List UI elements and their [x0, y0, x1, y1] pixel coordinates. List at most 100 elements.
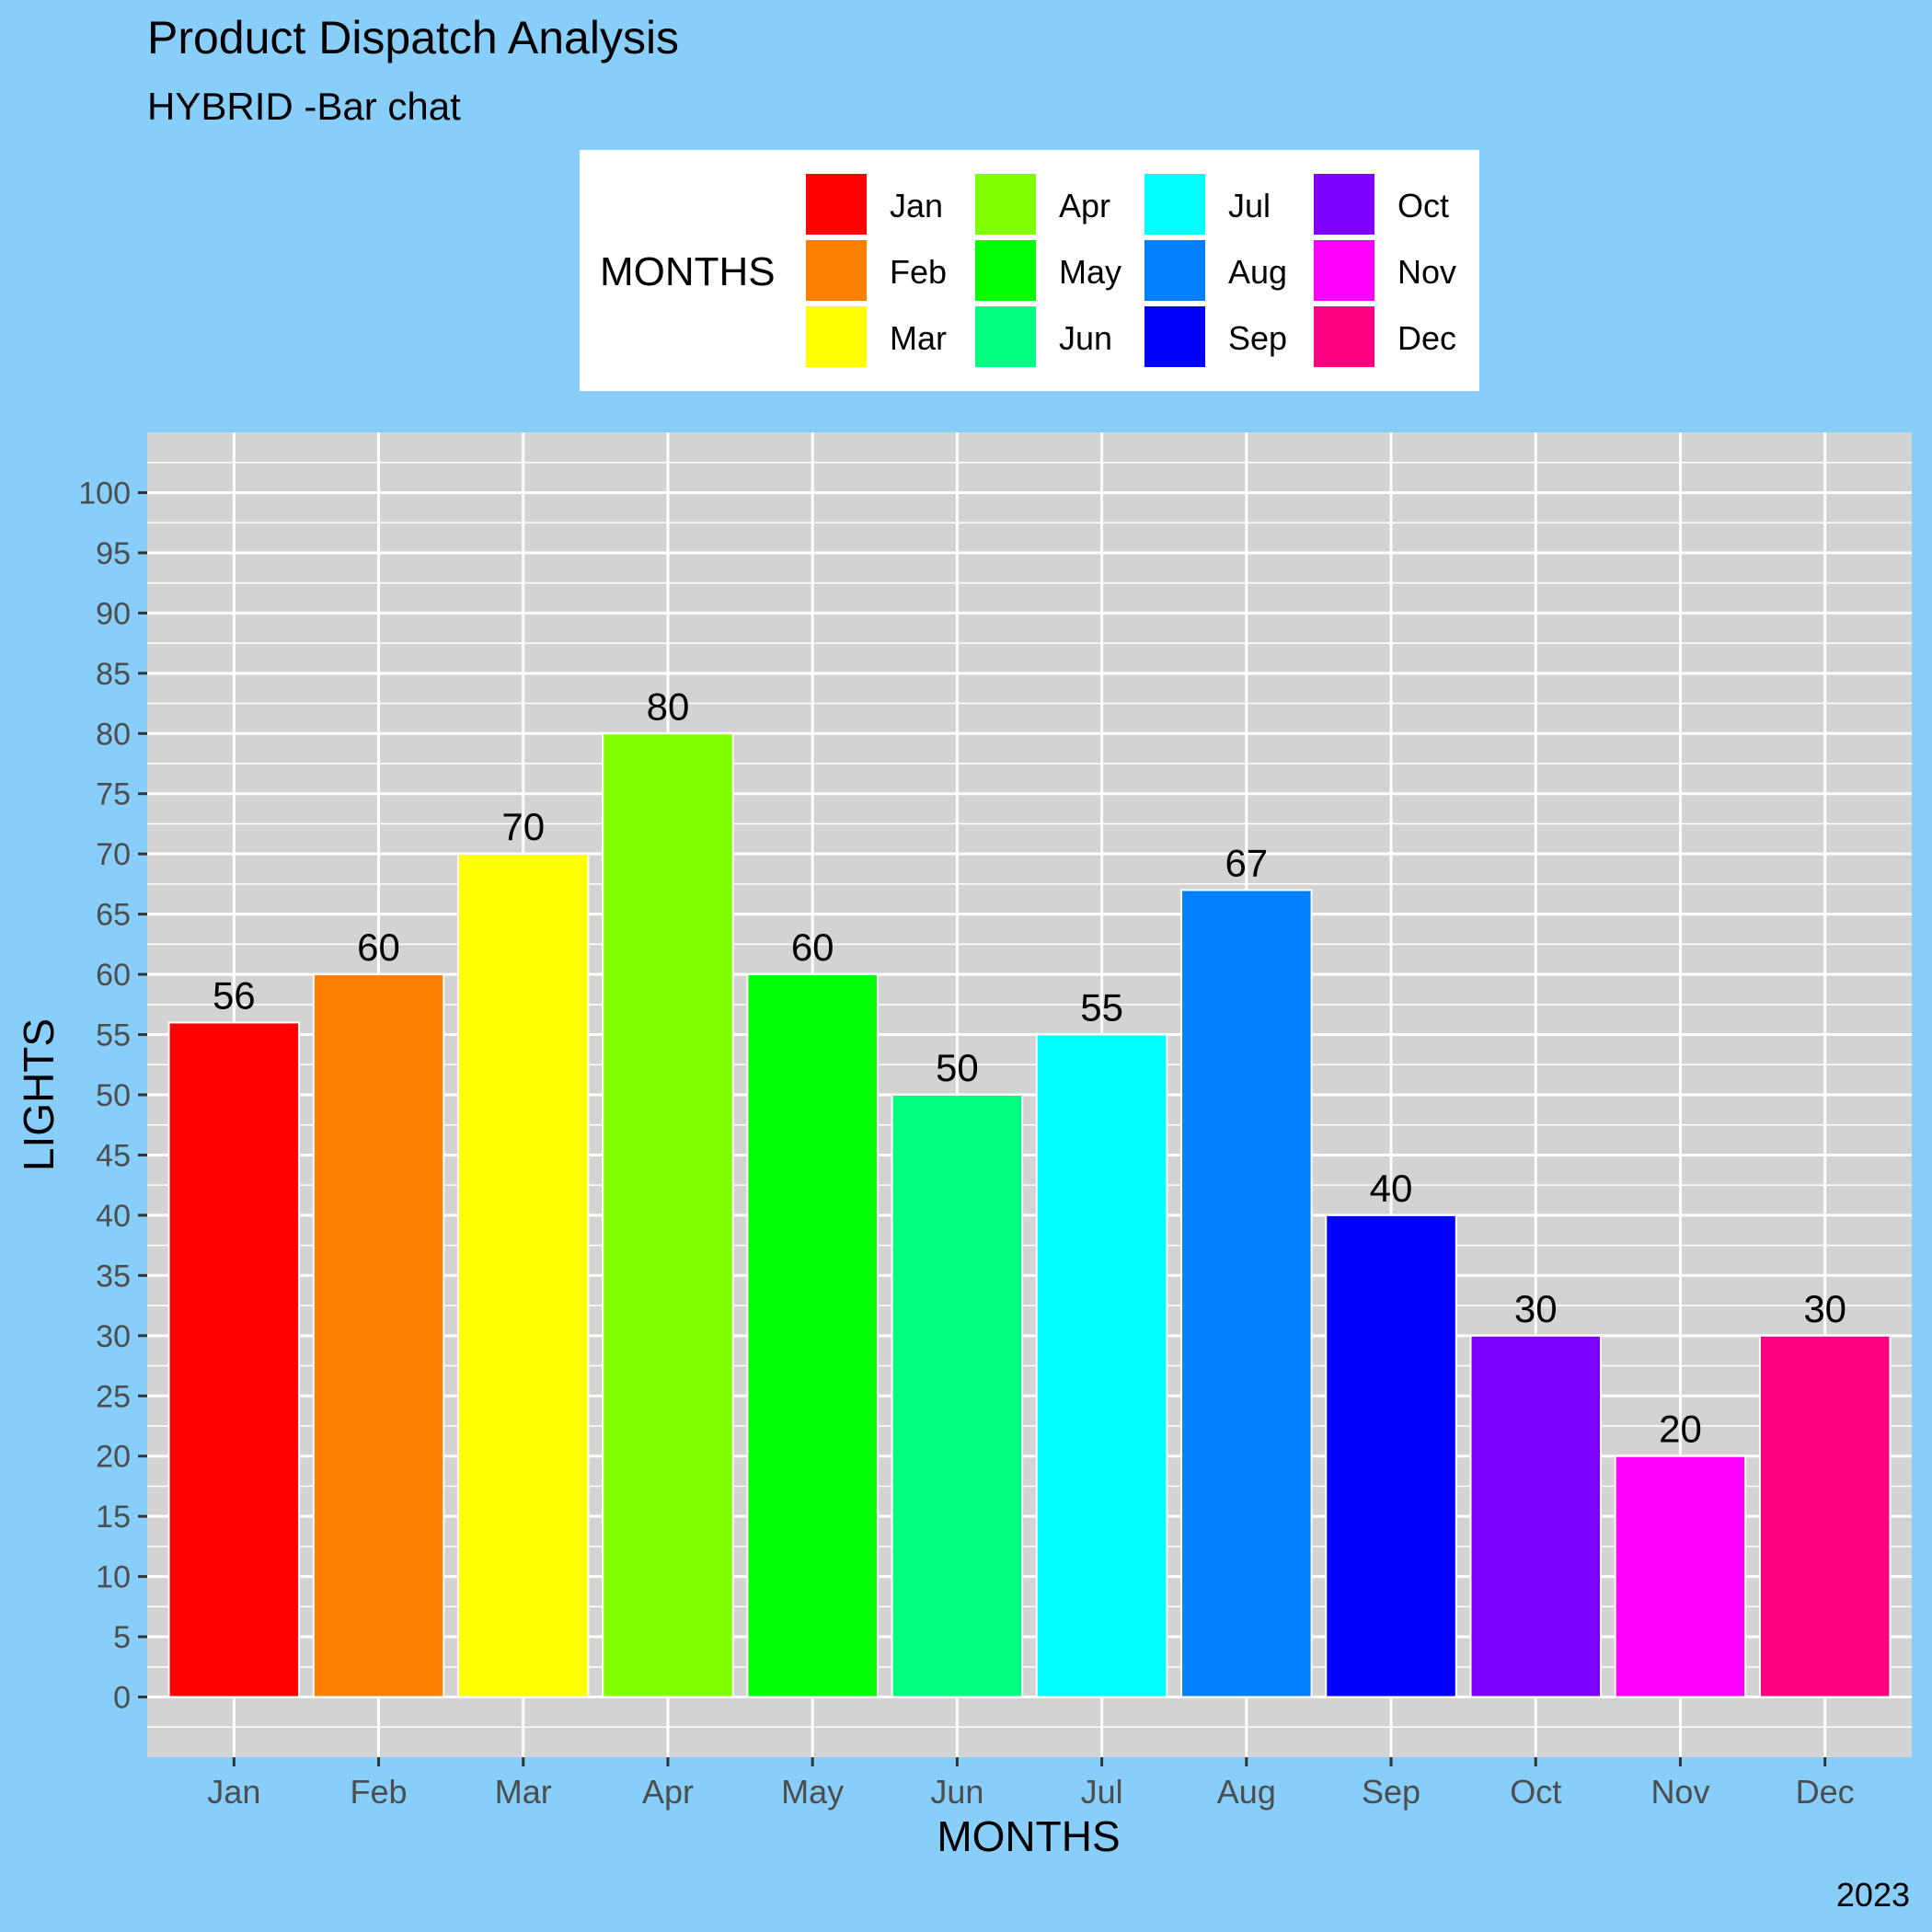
chart-title: Product Dispatch Analysis [147, 12, 679, 63]
legend-entry-apr: Apr [973, 172, 1110, 236]
y-tick-label: 25 [96, 1379, 131, 1414]
legend-swatch [973, 305, 1038, 369]
bar-mar [457, 853, 590, 1698]
legend-label: Jul [1228, 187, 1271, 224]
bars [167, 732, 1892, 1698]
y-tick-label: 15 [96, 1500, 131, 1535]
legend-entry-feb: Feb [804, 238, 947, 303]
bar-jan [167, 1021, 301, 1698]
x-tick-label-oct: Oct [1510, 1773, 1561, 1811]
bar-aug [1180, 889, 1313, 1698]
legend-entry-mar: Mar [804, 305, 947, 369]
legend-swatch [1143, 238, 1207, 303]
y-tick-label: 95 [96, 536, 131, 571]
y-axis-label: LIGHTS [15, 1018, 63, 1171]
y-tick-label: 50 [96, 1078, 131, 1113]
data-labels: 56 60 70 80 60 50 55 67 40 30 20 30 [213, 684, 1846, 1450]
data-label-sep: 40 [1370, 1167, 1413, 1210]
y-tick-label: 20 [96, 1440, 131, 1475]
legend-title: MONTHS [600, 249, 776, 294]
legend-entry-may: May [973, 238, 1121, 303]
data-label-nov: 20 [1659, 1408, 1702, 1451]
legend-swatch [1312, 305, 1376, 369]
legend-entry-oct: Oct [1312, 172, 1449, 236]
x-tick-label-nov: Nov [1650, 1773, 1709, 1811]
legend-swatch [973, 172, 1038, 236]
legend-entry-aug: Aug [1143, 238, 1287, 303]
legend-swatch [804, 305, 868, 369]
y-tick-label: 55 [96, 1018, 131, 1053]
legend-swatch [1143, 172, 1207, 236]
legend-label: Jun [1059, 319, 1112, 357]
bar-apr [602, 732, 734, 1698]
legend-swatch [973, 238, 1038, 303]
y-tick-label: 0 [113, 1681, 131, 1716]
chart-subtitle: HYBRID -Bar chat [147, 85, 461, 128]
legend-label: Dec [1397, 319, 1456, 357]
y-tick-label: 75 [96, 777, 131, 812]
y-tick-label: 80 [96, 717, 131, 752]
bar-jul [1035, 1033, 1168, 1698]
data-label-oct: 30 [1514, 1287, 1558, 1330]
x-tick-label-jul: Jul [1081, 1773, 1123, 1811]
legend-entry-jun: Jun [973, 305, 1112, 369]
y-tick-label: 60 [96, 958, 131, 993]
bar-dec [1758, 1334, 1892, 1698]
y-tick-label: 10 [96, 1560, 131, 1595]
legend-entry-jan: Jan [804, 172, 943, 236]
y-axis: 0 5 10 15 20 25 30 35 40 45 50 55 60 65 70 75 80 85 90 95 10… [78, 476, 147, 1716]
legend-label: Oct [1397, 187, 1449, 224]
legend-label: Nov [1397, 253, 1456, 291]
y-tick-label: 30 [96, 1319, 131, 1354]
legend-swatch [804, 172, 868, 236]
data-label-jan: 56 [213, 973, 256, 1017]
data-label-may: 60 [791, 926, 834, 969]
bar-feb [312, 973, 445, 1698]
y-tick-label: 85 [96, 657, 131, 692]
y-tick-label: 70 [96, 837, 131, 872]
x-tick-label-jan: Jan [207, 1773, 260, 1811]
x-tick-label-sep: Sep [1362, 1773, 1420, 1811]
data-label-jul: 55 [1080, 986, 1123, 1029]
y-tick-label: 35 [96, 1259, 131, 1294]
x-tick-label-jun: Jun [930, 1773, 983, 1811]
x-tick-label-aug: Aug [1217, 1773, 1276, 1811]
bar-jun [891, 1094, 1024, 1698]
legend-label: Jan [890, 187, 943, 224]
legend-swatch [1312, 238, 1376, 303]
legend-entry-nov: Nov [1312, 238, 1456, 303]
data-label-jun: 50 [936, 1046, 979, 1089]
y-tick-label: 100 [78, 476, 131, 511]
legend-entry-sep: Sep [1143, 305, 1287, 369]
x-axis: Jan Feb Mar Apr May Jun Jul Aug Sep Oct Nov Dec [207, 1757, 1855, 1811]
bar-nov [1614, 1455, 1747, 1698]
legend-label: Mar [890, 319, 947, 357]
legend-label: May [1059, 253, 1121, 291]
y-tick-label: 45 [96, 1138, 131, 1173]
legend-entry-dec: Dec [1312, 305, 1456, 369]
legend-swatch [1312, 172, 1376, 236]
x-tick-label-dec: Dec [1796, 1773, 1855, 1811]
y-tick-label: 40 [96, 1199, 131, 1234]
legend-label: Sep [1228, 319, 1287, 357]
legend-entry-jul: Jul [1143, 172, 1271, 236]
x-axis-label: MONTHS [937, 1812, 1120, 1860]
data-label-apr: 80 [647, 684, 690, 728]
data-label-feb: 60 [357, 926, 400, 969]
legend-label: Feb [890, 253, 947, 291]
chart-caption: 2023 [1836, 1876, 1910, 1914]
x-tick-label-may: May [781, 1773, 844, 1811]
x-tick-label-mar: Mar [495, 1773, 552, 1811]
x-tick-label-feb: Feb [351, 1773, 408, 1811]
legend-swatch [804, 238, 868, 303]
data-label-mar: 70 [501, 805, 545, 848]
x-tick-label-apr: Apr [642, 1773, 694, 1811]
data-label-aug: 67 [1225, 841, 1268, 884]
plot-panel: 56 60 70 80 60 50 55 67 40 30 20 30 0 5 10 15 20 25 30 35 40… [78, 432, 1912, 1811]
bar-may [746, 973, 879, 1698]
bar-sep [1325, 1213, 1457, 1698]
legend-swatch [1143, 305, 1207, 369]
legend-label: Aug [1228, 253, 1287, 291]
y-tick-label: 5 [113, 1620, 131, 1655]
